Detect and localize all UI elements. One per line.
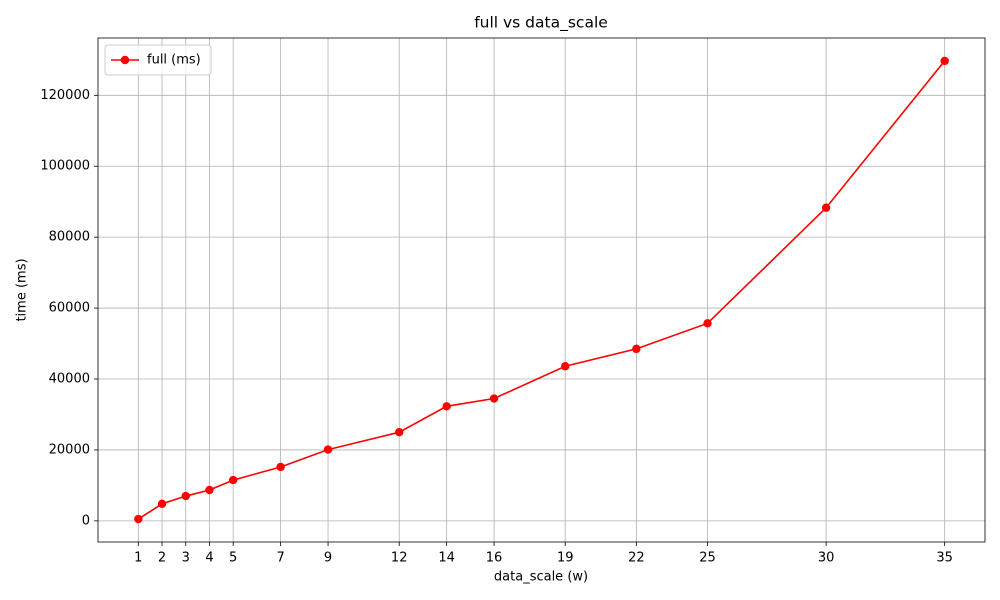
data-point (205, 485, 214, 495)
x-tick-label: 14 (438, 551, 455, 566)
x-tick-label: 30 (818, 551, 835, 566)
x-tick-label: 2 (158, 551, 166, 566)
x-tick-label: 25 (699, 551, 716, 566)
x-tick-label: 4 (205, 551, 213, 566)
data-point (157, 499, 167, 509)
y-tick-label: 20000 (49, 442, 90, 457)
series-line (137, 60, 946, 520)
data-point (489, 394, 499, 403)
data-point (632, 344, 641, 354)
data-point (276, 462, 285, 472)
y-tick-label: 120000 (40, 88, 90, 103)
data-point (940, 56, 949, 66)
y-tick-label: 40000 (49, 372, 90, 387)
y-axis-label: time (ms) (15, 258, 30, 321)
y-tick-label: 100000 (40, 159, 90, 174)
x-tick-label: 5 (229, 551, 237, 566)
plot-frame (97, 37, 986, 543)
x-tick-label: 16 (486, 551, 503, 566)
x-tick-label: 19 (557, 551, 574, 566)
x-tick-label: 22 (628, 551, 645, 566)
data-point (703, 319, 712, 328)
data-point (395, 428, 404, 437)
x-tick-label: 3 (182, 551, 190, 566)
data-point (134, 514, 143, 524)
data-point (442, 402, 451, 411)
data-point (181, 491, 190, 501)
legend-box (104, 44, 212, 76)
x-tick-label: 7 (276, 551, 284, 566)
legend: full (ms) (104, 44, 212, 76)
y-tick-label: 60000 (49, 301, 90, 316)
x-tick-label: 1 (134, 551, 142, 566)
x-tick-label: 9 (324, 551, 332, 566)
x-tick-label: 35 (936, 551, 953, 566)
y-tick-label: 80000 (49, 230, 90, 245)
data-point (323, 445, 333, 454)
y-tick-label: 0 (82, 513, 90, 528)
x-tick-label: 12 (391, 551, 408, 566)
chart-title: full vs data_scale (474, 14, 608, 33)
legend-marker (120, 55, 130, 65)
x-axis-label: data_scale (w) (494, 570, 588, 585)
data-point (561, 362, 570, 371)
data-point (821, 203, 831, 212)
data-point (228, 475, 238, 485)
legend-label: full (ms) (147, 53, 201, 68)
